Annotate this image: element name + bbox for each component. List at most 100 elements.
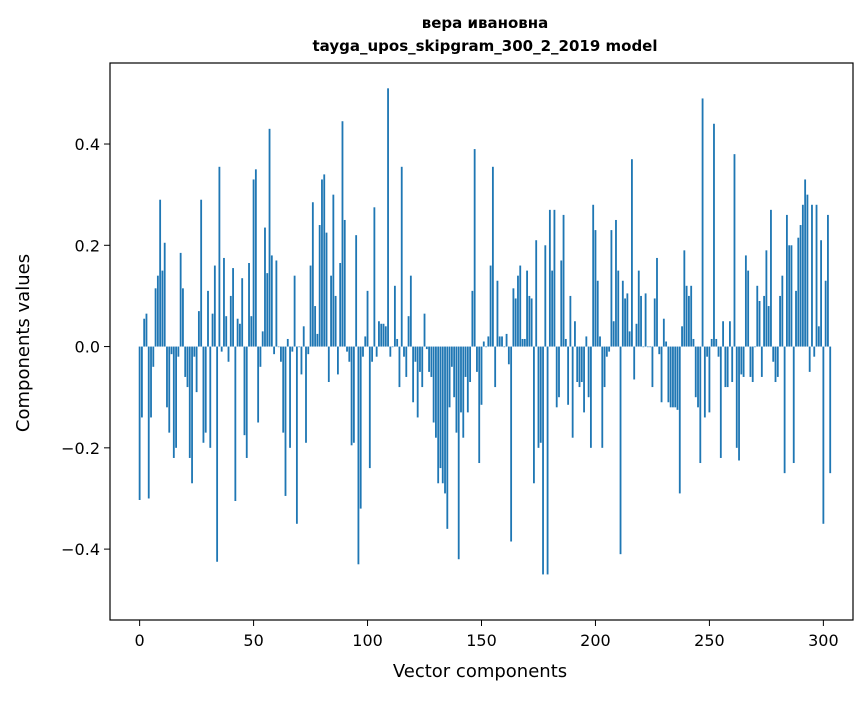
bar-126 bbox=[425, 346, 428, 350]
bar-207 bbox=[610, 230, 613, 347]
bar-51 bbox=[254, 169, 257, 347]
bar-237 bbox=[678, 346, 681, 494]
bar-194 bbox=[580, 346, 583, 383]
bar-60 bbox=[275, 260, 278, 347]
bar-184 bbox=[558, 346, 560, 398]
x-tick-label: 0 bbox=[135, 631, 145, 650]
bar-294 bbox=[808, 346, 811, 372]
bar-205 bbox=[605, 346, 608, 357]
bar-71 bbox=[300, 346, 303, 375]
bar-159 bbox=[501, 336, 503, 347]
bar-213 bbox=[624, 298, 626, 347]
bar-177 bbox=[542, 346, 544, 575]
bar-161 bbox=[505, 333, 508, 347]
bar-266 bbox=[744, 255, 747, 347]
bar-244 bbox=[694, 346, 697, 398]
bar-70 bbox=[298, 346, 301, 348]
bar-246 bbox=[699, 346, 702, 464]
bar-302 bbox=[827, 214, 829, 347]
bar-130 bbox=[435, 346, 437, 438]
bar-157 bbox=[496, 280, 499, 347]
bar-88 bbox=[339, 263, 342, 347]
bar-18 bbox=[179, 252, 182, 347]
bar-116 bbox=[403, 346, 405, 357]
bar-78 bbox=[316, 333, 319, 347]
bar-76 bbox=[311, 202, 314, 347]
bar-27 bbox=[200, 199, 203, 347]
bar-301 bbox=[824, 280, 827, 347]
bar-140 bbox=[457, 346, 460, 560]
bar-103 bbox=[373, 207, 376, 347]
bar-290 bbox=[799, 225, 802, 347]
bar-178 bbox=[544, 245, 547, 347]
bar-13 bbox=[168, 346, 171, 433]
bar-169 bbox=[523, 338, 526, 347]
bar-280 bbox=[776, 346, 779, 377]
bar-6 bbox=[152, 346, 155, 367]
bar-106 bbox=[380, 323, 383, 347]
x-tick-label: 100 bbox=[352, 631, 383, 650]
bar-72 bbox=[302, 326, 305, 347]
bar-270 bbox=[754, 346, 756, 348]
bar-14 bbox=[170, 346, 173, 355]
bar-285 bbox=[788, 245, 791, 347]
bar-30 bbox=[207, 290, 209, 347]
bar-92 bbox=[348, 346, 351, 362]
bar-102 bbox=[371, 346, 374, 362]
bar-274 bbox=[763, 295, 766, 347]
bar-9 bbox=[159, 199, 162, 347]
bar-2 bbox=[143, 318, 146, 347]
bar-284 bbox=[785, 214, 788, 347]
bar-254 bbox=[717, 346, 720, 357]
bar-33 bbox=[213, 265, 216, 347]
bar-137 bbox=[450, 346, 453, 367]
bar-31 bbox=[209, 346, 212, 448]
x-axis-label: Vector components bbox=[393, 661, 567, 682]
bar-204 bbox=[603, 346, 606, 388]
bar-255 bbox=[719, 346, 722, 458]
bar-135 bbox=[446, 346, 449, 529]
bar-58 bbox=[270, 255, 273, 347]
bar-296 bbox=[813, 346, 816, 357]
bar-299 bbox=[820, 240, 822, 347]
bar-236 bbox=[676, 346, 679, 410]
bar-47 bbox=[245, 346, 248, 458]
bar-136 bbox=[448, 346, 451, 408]
bar-64 bbox=[284, 346, 287, 496]
bar-181 bbox=[551, 270, 554, 347]
bar-273 bbox=[760, 346, 763, 377]
bar-265 bbox=[742, 346, 745, 377]
bar-142 bbox=[462, 346, 465, 438]
bar-147 bbox=[473, 149, 476, 347]
bar-80 bbox=[321, 179, 323, 347]
bar-0 bbox=[138, 346, 141, 500]
bar-69 bbox=[295, 346, 298, 524]
bar-141 bbox=[460, 346, 462, 413]
bar-206 bbox=[608, 346, 611, 352]
bar-122 bbox=[416, 346, 419, 418]
bar-117 bbox=[405, 346, 408, 377]
bar-234 bbox=[672, 346, 674, 408]
bar-276 bbox=[767, 306, 770, 347]
bar-219 bbox=[637, 270, 640, 347]
bar-223 bbox=[646, 346, 649, 348]
bar-283 bbox=[783, 346, 786, 474]
bar-149 bbox=[478, 346, 481, 464]
bar-249 bbox=[706, 346, 709, 357]
bar-298 bbox=[817, 326, 820, 347]
bar-162 bbox=[507, 346, 510, 365]
bar-151 bbox=[482, 341, 485, 347]
bar-291 bbox=[801, 204, 804, 347]
bar-163 bbox=[510, 346, 513, 542]
bar-203 bbox=[601, 346, 604, 448]
bar-240 bbox=[685, 285, 688, 347]
bar-113 bbox=[396, 338, 399, 347]
bar-134 bbox=[444, 346, 446, 494]
bar-127 bbox=[428, 346, 430, 372]
bar-158 bbox=[498, 336, 501, 347]
bar-192 bbox=[576, 346, 579, 383]
y-tick-label: 0.4 bbox=[75, 135, 100, 154]
bar-108 bbox=[384, 326, 387, 347]
bar-195 bbox=[583, 346, 585, 413]
